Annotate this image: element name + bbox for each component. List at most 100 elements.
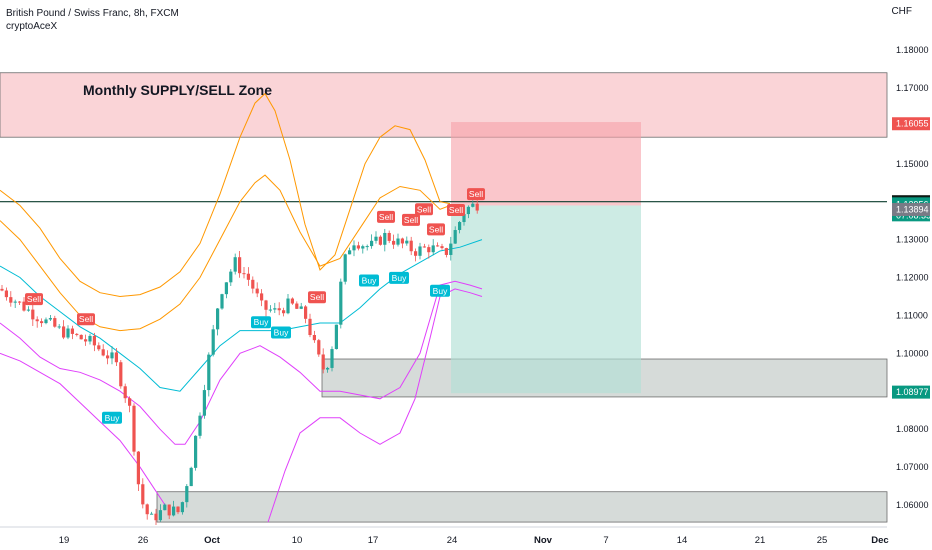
price-tick-label: 1.10000 (896, 348, 929, 358)
candle (246, 267, 250, 286)
svg-text:Sell: Sell (469, 189, 483, 199)
time-tick-label: 24 (447, 535, 458, 546)
candle (436, 242, 440, 247)
candle (84, 334, 88, 346)
time-axis[interactable]: 19 26 Oct 10 17 24 Nov 7 14 21 25 Dec (0, 526, 889, 546)
candle (211, 324, 215, 357)
lower-band-outer (0, 352, 166, 506)
zones-layer (0, 72, 888, 523)
candle (295, 301, 299, 309)
candle (255, 282, 259, 298)
candle (0, 285, 4, 292)
zone-3 (156, 491, 888, 523)
candle (88, 333, 92, 345)
candle (268, 305, 272, 313)
open-price-tag: 1.13894 (892, 202, 930, 216)
time-tick-label: 14 (677, 535, 688, 546)
candle (286, 294, 290, 315)
candle (198, 412, 202, 439)
price-axis[interactable]: 1.180001.170001.160001.150001.140001.130… (896, 45, 929, 510)
candle (317, 338, 321, 357)
svg-text:Sell: Sell (404, 215, 418, 225)
candle (400, 237, 404, 249)
price-tick-label: 1.07000 (896, 462, 929, 472)
candle (387, 230, 391, 244)
candle (35, 316, 39, 328)
price-tick-label: 1.12000 (896, 273, 929, 283)
candle (172, 500, 176, 517)
time-tick-label: 10 (292, 535, 303, 546)
svg-text:Buy: Buy (254, 317, 269, 327)
candle (475, 200, 479, 214)
price-tick-label: 1.13000 (896, 235, 929, 245)
candle (136, 451, 140, 492)
candle (158, 504, 162, 522)
svg-text:Sell: Sell (449, 205, 463, 215)
candle (9, 291, 13, 307)
price-tick-label: 1.15000 (896, 159, 929, 169)
time-tick-label: 26 (138, 535, 149, 546)
candle (453, 226, 457, 244)
candle (458, 220, 462, 234)
candle (312, 330, 316, 343)
candle (119, 360, 123, 389)
svg-text:1.16055: 1.16055 (896, 119, 929, 129)
candle (216, 307, 220, 336)
candle (114, 348, 118, 367)
candle (207, 352, 211, 397)
candle (4, 287, 8, 301)
candle (62, 320, 66, 340)
candle (471, 200, 475, 208)
candle (352, 240, 356, 257)
candle (26, 306, 30, 312)
candle (154, 508, 158, 525)
buy-signal: Buy (271, 326, 291, 339)
zone-top-price-tag: 1.16055 (892, 117, 930, 131)
candle (40, 318, 44, 327)
time-tick-label: 17 (368, 535, 379, 546)
candle (167, 504, 171, 520)
candle (392, 234, 396, 249)
candle (361, 244, 365, 254)
sell-signal: Sell (427, 223, 445, 236)
candle (383, 228, 387, 252)
candle (282, 307, 286, 317)
candle (233, 253, 237, 275)
candle (414, 248, 418, 262)
price-tick-label: 1.17000 (896, 83, 929, 93)
candle (427, 244, 431, 259)
chart-title: British Pound / Swiss Franc, 8h, FXCM (6, 8, 179, 19)
candle (229, 269, 233, 287)
time-tick-label: 21 (755, 535, 766, 546)
time-tick-label: 19 (59, 535, 70, 546)
candle (339, 278, 343, 329)
candle (440, 243, 444, 250)
svg-text:Sell: Sell (27, 294, 41, 304)
svg-text:Sell: Sell (79, 314, 93, 324)
currency-label: CHF (891, 6, 912, 17)
candle (273, 302, 277, 313)
candle (242, 267, 246, 279)
candle (53, 315, 57, 328)
sell-signal: Sell (402, 213, 420, 226)
candles-layer (0, 200, 479, 525)
time-tick-label: Oct (204, 535, 221, 546)
candle (141, 478, 145, 509)
svg-text:Sell: Sell (310, 292, 324, 302)
candle (48, 315, 52, 322)
candle (277, 302, 281, 316)
candle (343, 253, 347, 285)
candle (101, 344, 105, 357)
svg-text:Buy: Buy (274, 327, 289, 337)
time-tick-label: Nov (534, 535, 553, 546)
candle (44, 317, 48, 325)
candle (145, 503, 149, 520)
candle (308, 313, 312, 338)
price-tick-label: 1.18000 (896, 45, 929, 55)
svg-text:Buy: Buy (362, 276, 377, 286)
candle (79, 334, 83, 340)
zone-1 (0, 72, 888, 138)
candle (348, 247, 352, 255)
candle (396, 233, 400, 247)
